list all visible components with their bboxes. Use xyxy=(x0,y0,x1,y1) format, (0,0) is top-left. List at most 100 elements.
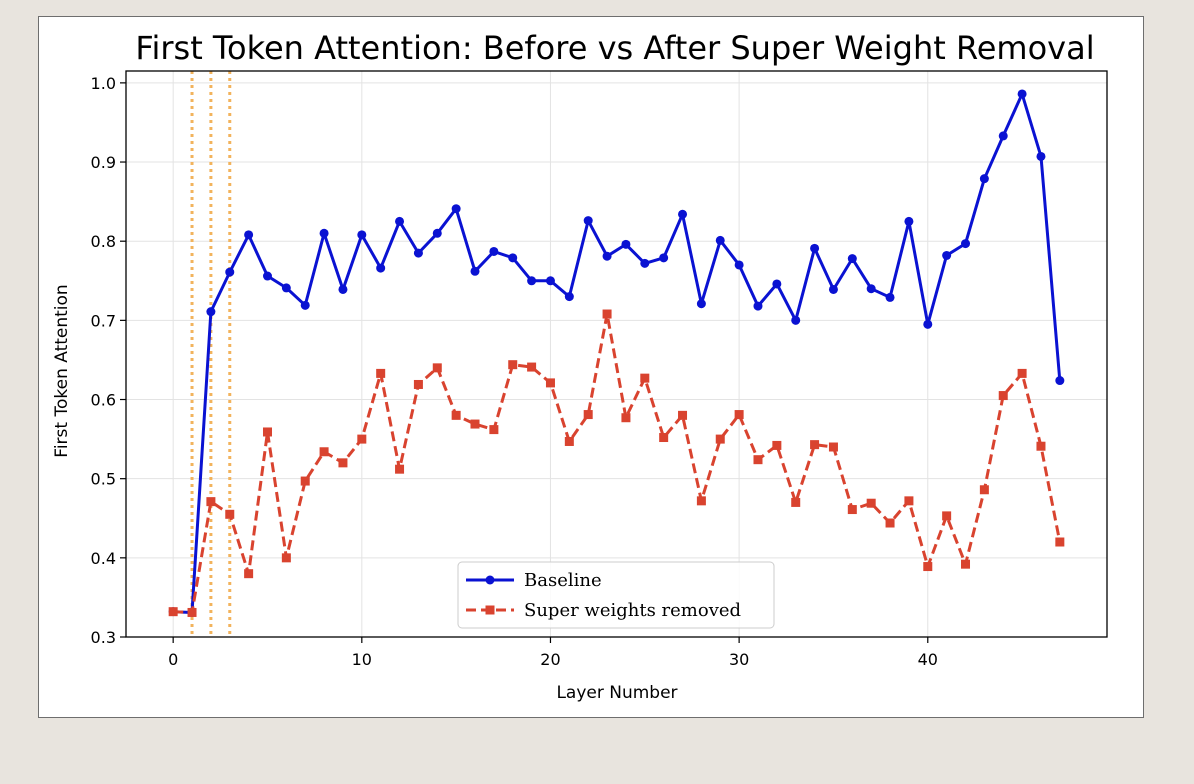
data-point xyxy=(338,284,348,294)
data-point xyxy=(1017,89,1027,99)
data-point xyxy=(413,379,423,389)
legend-box xyxy=(457,561,775,629)
data-point xyxy=(206,497,216,507)
data-point xyxy=(828,442,838,452)
data-point xyxy=(583,216,593,226)
data-point xyxy=(866,284,876,294)
data-point xyxy=(262,427,272,437)
data-point xyxy=(961,559,971,569)
data-point xyxy=(828,284,838,294)
legend-marker xyxy=(485,605,495,615)
data-point xyxy=(678,410,688,420)
data-point xyxy=(583,410,593,420)
data-point xyxy=(696,496,706,506)
data-point xyxy=(810,440,820,450)
data-point xyxy=(734,410,744,420)
data-point xyxy=(508,360,518,370)
data-point xyxy=(206,307,216,317)
data-point xyxy=(432,363,442,373)
x-tick-label: 40 xyxy=(918,650,938,669)
y-tick-label: 1.0 xyxy=(91,74,116,93)
data-point xyxy=(715,235,725,245)
y-axis-label: First Token Attention xyxy=(52,284,72,457)
data-point xyxy=(451,204,461,214)
data-point xyxy=(395,216,405,226)
data-point xyxy=(942,250,952,260)
data-point xyxy=(187,607,197,617)
data-point xyxy=(791,497,801,507)
data-point xyxy=(659,253,669,263)
data-point xyxy=(753,301,763,311)
y-tick-label: 0.8 xyxy=(91,232,116,251)
data-point xyxy=(602,309,612,319)
data-point xyxy=(338,458,348,468)
data-point xyxy=(470,419,480,429)
data-point xyxy=(168,607,178,617)
data-point xyxy=(1055,376,1065,386)
data-point xyxy=(225,267,235,277)
data-point xyxy=(545,276,555,286)
data-point xyxy=(281,553,291,563)
legend-label: Baseline xyxy=(524,570,602,591)
data-point xyxy=(753,455,763,465)
data-point xyxy=(979,174,989,184)
data-point xyxy=(300,476,310,486)
data-point xyxy=(772,440,782,450)
data-point xyxy=(602,251,612,261)
data-point xyxy=(961,239,971,249)
data-point xyxy=(640,373,650,383)
data-point xyxy=(904,216,914,226)
data-point xyxy=(451,410,461,420)
data-point xyxy=(413,248,423,258)
data-point xyxy=(395,464,405,474)
x-tick-label: 20 xyxy=(540,650,560,669)
series-line-1 xyxy=(173,92,1062,614)
data-point xyxy=(942,511,952,521)
y-tick-label: 0.6 xyxy=(91,391,116,410)
data-point xyxy=(979,485,989,495)
data-point xyxy=(885,292,895,302)
x-tick-label: 0 xyxy=(168,650,178,669)
data-point xyxy=(357,434,367,444)
data-point xyxy=(376,263,386,273)
data-point xyxy=(545,378,555,388)
data-point xyxy=(847,505,857,515)
data-point xyxy=(678,209,688,219)
data-point xyxy=(564,292,574,302)
data-point xyxy=(791,315,801,325)
data-point xyxy=(904,496,914,506)
data-point xyxy=(659,433,669,443)
data-point xyxy=(432,228,442,238)
y-tick-label: 0.5 xyxy=(91,470,116,489)
data-point xyxy=(621,413,631,423)
data-point xyxy=(1036,151,1046,161)
data-point xyxy=(262,271,272,281)
data-point xyxy=(640,258,650,268)
data-point xyxy=(244,230,254,240)
data-point xyxy=(470,266,480,276)
figure-card: First Token Attention: Before vs After S… xyxy=(38,16,1144,718)
data-point xyxy=(772,279,782,289)
data-point xyxy=(281,283,291,293)
plot-area: 0 10 20 30 40 0.3 0.4 0.5 0.6 0.7 0.8 0.9 1.0 xyxy=(91,70,1108,669)
series-line-2 xyxy=(173,312,1062,614)
axes-frame xyxy=(125,70,1108,638)
data-point xyxy=(357,230,367,240)
data-point xyxy=(244,569,254,579)
legend: Baseline Super weights removed xyxy=(457,561,775,629)
data-point xyxy=(489,425,499,435)
data-point xyxy=(319,447,329,457)
data-point xyxy=(564,436,574,446)
data-point xyxy=(527,362,537,372)
data-point xyxy=(1055,537,1065,547)
data-point xyxy=(923,319,933,329)
data-point xyxy=(489,246,499,256)
x-tick-label: 10 xyxy=(352,650,372,669)
x-tick-label: 30 xyxy=(729,650,749,669)
chart-title: First Token Attention: Before vs After S… xyxy=(135,29,1094,67)
data-point xyxy=(508,253,518,263)
legend-marker xyxy=(485,575,495,585)
data-point xyxy=(225,509,235,519)
data-point xyxy=(923,562,933,572)
data-point xyxy=(621,239,631,249)
